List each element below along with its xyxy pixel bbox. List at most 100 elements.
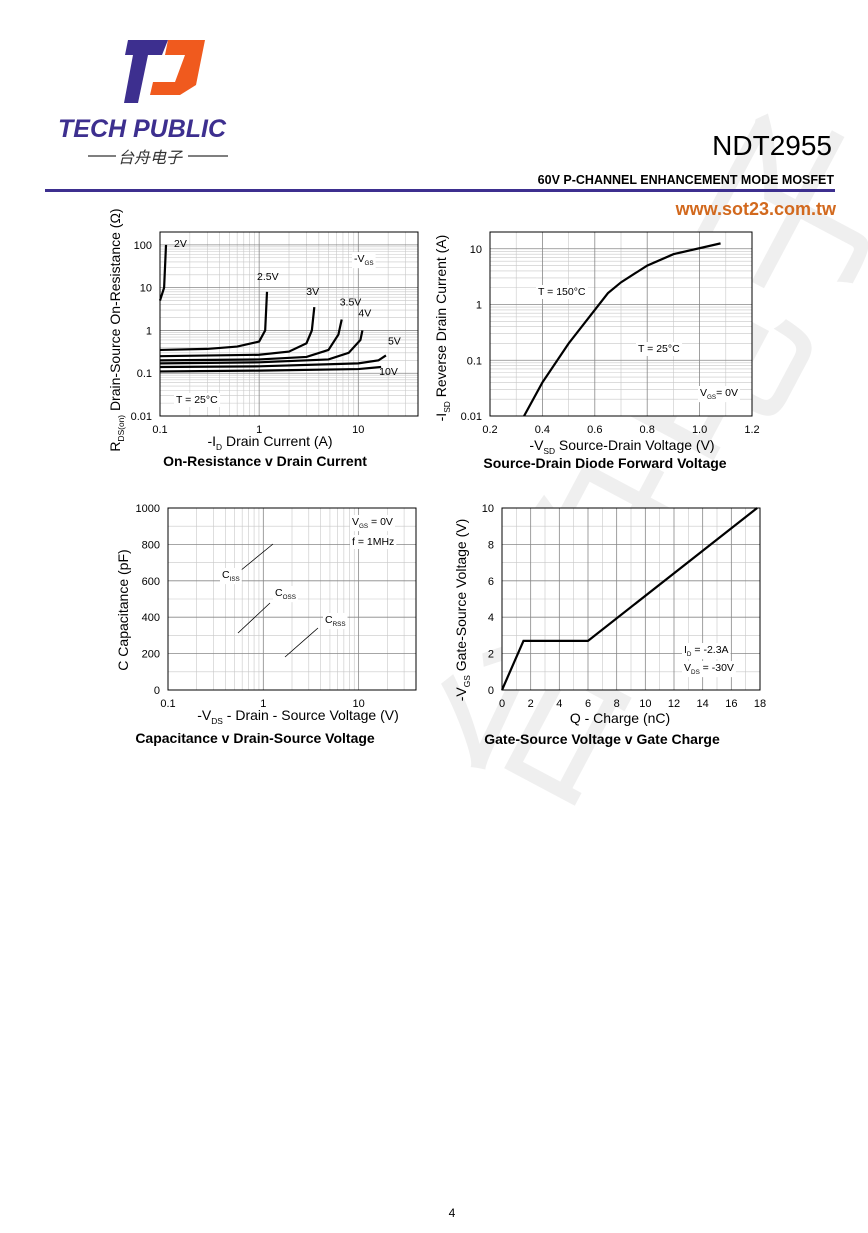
y-tick-label: 10 — [482, 503, 494, 515]
annotation-part: GS — [365, 260, 374, 267]
annotation: VDS = -30V — [684, 662, 734, 676]
annotation-part: V — [700, 387, 707, 399]
x-tick-label: 1.0 — [692, 424, 707, 436]
annotation-part: DS — [691, 669, 700, 676]
annotation-part: T = 25°C — [176, 394, 218, 406]
series-line — [159, 291, 269, 352]
annotation-bg — [323, 613, 348, 630]
annotation: CISS — [222, 569, 240, 583]
y-axis-label-part: Reverse Drain Current (A) — [433, 235, 449, 402]
subtitle: 60V P-CHANNEL ENHANCEMENT MODE MOSFET — [538, 173, 835, 187]
brand: TECH PUBLIC — [58, 115, 227, 143]
annotation-bg — [636, 342, 683, 356]
annotation-part: f = 1MHz — [352, 536, 394, 548]
series-label: 4V — [358, 307, 371, 319]
series-line — [159, 365, 382, 373]
y-axis-label-part: -I — [433, 413, 449, 422]
plot-frame — [159, 231, 419, 417]
x-tick-label: 1.2 — [744, 424, 759, 436]
x-tick-label: 0.2 — [482, 424, 497, 436]
series-line — [159, 319, 343, 362]
annotation: VGS = 0V — [352, 516, 393, 530]
chart-title: Gate-Source Voltage v Gate Charge — [484, 731, 720, 747]
plot-frame — [167, 507, 417, 691]
plot-frame — [489, 231, 753, 417]
x-axis-label-part: D — [216, 442, 222, 452]
series-line — [158, 244, 168, 301]
annotation-part: OSS — [283, 594, 296, 601]
annotation-part: I — [684, 644, 687, 656]
x-tick-label: 4 — [556, 698, 562, 710]
y-tick-label: 0.01 — [131, 411, 152, 423]
x-tick-label: 8 — [614, 698, 620, 710]
x-axis-label-part: -V — [529, 437, 544, 453]
logo-t — [124, 40, 168, 103]
annotation-part: GS — [707, 394, 716, 401]
y-axis-label-part: -V — [453, 687, 469, 702]
y-tick-label: 100 — [134, 240, 152, 252]
annotation-bg — [220, 568, 242, 585]
annotation-part: C — [222, 569, 230, 581]
annotation: T = 25°C — [638, 343, 680, 355]
annotation-part: RSS — [333, 621, 346, 628]
leader-line — [284, 627, 319, 658]
series-line — [159, 307, 316, 358]
chart-title: Capacitance v Drain-Source Voltage — [135, 730, 375, 746]
x-axis-label-part: -V — [197, 707, 212, 723]
y-axis-label-part: GS — [462, 675, 472, 688]
y-axis-label-part: Drain-Source On-Resistance (Ω) — [107, 208, 123, 415]
x-tick-label: 0.1 — [152, 424, 167, 436]
x-tick-label: 10 — [639, 698, 651, 710]
annotation-bg — [350, 535, 397, 549]
y-tick-label: 0 — [488, 685, 494, 697]
annotation: T = 150°C — [538, 286, 586, 298]
annotation-part: GS — [359, 523, 368, 530]
y-tick-label: 10 — [470, 244, 482, 256]
y-axis-label: -VGS Gate-Source Voltage (V) — [453, 519, 472, 702]
x-axis-label: -VSD Source-Drain Voltage (V) — [529, 437, 714, 456]
x-tick-label: 0.4 — [535, 424, 550, 436]
annotation-part: V — [352, 516, 359, 528]
annotation-bg — [682, 661, 736, 678]
y-axis-label-part: DS(on) — [116, 415, 126, 442]
x-tick-label: 6 — [585, 698, 591, 710]
x-axis-label-part: DS — [211, 716, 223, 726]
chart: 0.1 1 10 0 200 400 600 800 1000 VGS = 0V f = 1MHz C… — [115, 503, 417, 746]
annotation-part: = -2.3A — [691, 644, 728, 656]
y-axis-label-part: C Capacitance (pF) — [115, 549, 131, 670]
annotation-bg — [352, 252, 376, 269]
y-tick-label: 800 — [142, 539, 160, 551]
x-axis-label: Q - Charge (nC) — [570, 710, 670, 726]
x-axis-label-part: Source-Drain Voltage (V) — [555, 437, 715, 453]
annotation: COSS — [275, 587, 296, 601]
annotation: VGS= 0V — [700, 387, 738, 401]
x-axis-label-part: SD — [543, 446, 555, 456]
logo-j — [150, 40, 205, 95]
part-number: NDT2955 — [712, 130, 832, 161]
series-line — [500, 507, 758, 691]
annotation: T = 25°C — [176, 394, 218, 406]
y-tick-label: 4 — [488, 612, 494, 624]
x-axis-label-part: - Drain - Source Voltage (V) — [223, 707, 399, 723]
series-label: 5V — [388, 335, 401, 347]
annotation-part: -V — [354, 253, 365, 265]
annotation-bg — [174, 393, 221, 407]
x-tick-label: 0 — [499, 698, 505, 710]
series-label: 2V — [174, 238, 187, 250]
x-tick-label: 0.8 — [640, 424, 655, 436]
annotation-part: T = 150°C — [538, 286, 586, 298]
annotation-part: V — [684, 662, 691, 674]
website: www.sot23.com.tw — [675, 199, 837, 219]
x-tick-label: 12 — [668, 698, 680, 710]
y-tick-label: 8 — [488, 539, 494, 551]
y-axis-label-part: SD — [442, 401, 452, 413]
brand-cn: 台舟电子 — [118, 149, 183, 167]
annotation-part: = 0V — [716, 387, 738, 399]
chart-title: On-Resistance v Drain Current — [163, 453, 367, 469]
annotation-part: = -30V — [700, 662, 734, 674]
x-axis-label-part: -I — [207, 433, 216, 449]
chart: 0.2 0.4 0.6 0.8 1.0 1.2 0.01 0.1 1 10 T = 150°C T =… — [433, 231, 760, 471]
